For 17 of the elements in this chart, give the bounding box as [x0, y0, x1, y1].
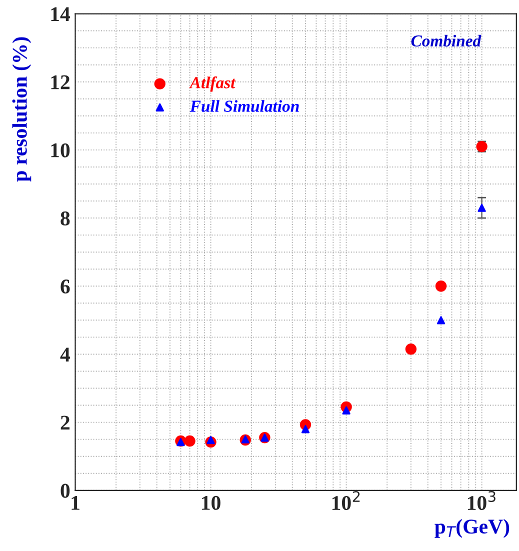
x-tick-label: 10$^{3}$: [468, 491, 496, 510]
legend-label: Full Simulation: [190, 100, 299, 112]
y-tick-label: 4: [60, 348, 70, 362]
legend-label: Atlfast: [189, 76, 236, 92]
y-tick-label: 8: [60, 211, 70, 226]
y-tick-label: 10: [51, 143, 70, 158]
x-tick-label: 1: [72, 496, 80, 510]
y-axis-title: p resolution (%): [12, 37, 32, 182]
x-axis-title: p$_{T}$(GeV): [434, 518, 510, 538]
y-tick-label: 0: [60, 484, 70, 498]
y-tick-label: 2: [60, 416, 70, 430]
x-tick-label: 10$^{2}$: [332, 491, 360, 510]
y-tick-label: 6: [60, 280, 70, 294]
annotation: Combined: [411, 34, 482, 47]
x-tick-label: 10: [202, 496, 220, 510]
y-tick-label: 14: [51, 7, 70, 22]
y-tick-label: 12: [51, 75, 70, 90]
